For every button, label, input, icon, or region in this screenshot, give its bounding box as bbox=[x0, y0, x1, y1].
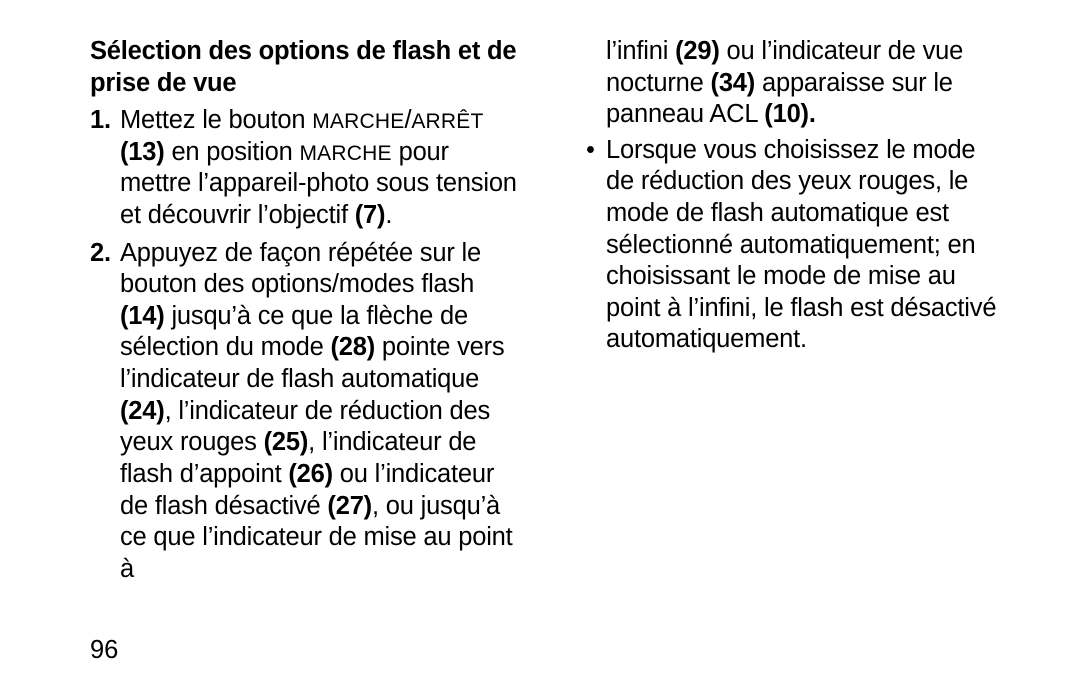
smallcaps-arret: ARRÊT bbox=[411, 110, 483, 133]
step-1-text: Mettez le bouton MARCHE/ARRÊT (13) en po… bbox=[120, 106, 517, 229]
page-body: Sélection des options de flash et de pri… bbox=[90, 36, 1010, 620]
ref-26: (26) bbox=[288, 460, 333, 488]
step-1: 1. Mettez le bouton MARCHE/ARRÊT (13) en… bbox=[90, 105, 524, 231]
step-2-text: Appuyez de façon répétée sur le bouton d… bbox=[120, 239, 513, 583]
step-number: 1. bbox=[90, 105, 111, 137]
smallcaps-marche-2: MARCHE bbox=[299, 142, 391, 165]
step-number: 2. bbox=[90, 238, 111, 270]
ref-29: (29) bbox=[675, 37, 720, 65]
ref-14: (14) bbox=[120, 302, 165, 330]
bullet-dot: • bbox=[586, 135, 595, 167]
ref-25: (25) bbox=[264, 428, 309, 456]
note-bullet: • Lorsque vous choisissez le mode de réd… bbox=[576, 135, 1010, 356]
section-heading: Sélection des options de flash et de pri… bbox=[90, 36, 524, 99]
ref-28: (28) bbox=[330, 333, 375, 361]
ref-34: (34) bbox=[711, 69, 756, 97]
step-2: 2. Appuyez de façon répétée sur le bouto… bbox=[90, 238, 524, 586]
ref-24: (24) bbox=[120, 397, 165, 425]
ref-13: (13) bbox=[120, 138, 165, 166]
smallcaps-marche: MARCHE bbox=[312, 110, 404, 133]
page-number: 96 bbox=[90, 636, 118, 665]
ref-27: (27) bbox=[327, 492, 372, 520]
ref-7: (7) bbox=[355, 201, 386, 229]
ref-10: (10). bbox=[764, 100, 815, 128]
instruction-list: 1. Mettez le bouton MARCHE/ARRÊT (13) en… bbox=[90, 105, 524, 585]
step-2-continuation: l’infini (29) ou l’indicateur de vue noc… bbox=[576, 36, 1010, 131]
note-text: Lorsque vous choisissez le mode de réduc… bbox=[606, 136, 996, 354]
